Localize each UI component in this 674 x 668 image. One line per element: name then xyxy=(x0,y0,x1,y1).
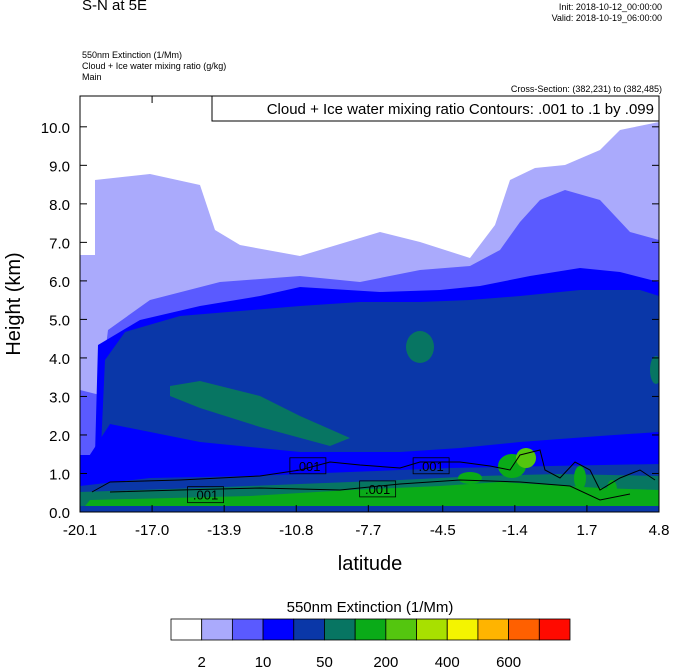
valid-time: Valid: 2018-10-19_06:00:00 xyxy=(551,13,662,23)
colorbar-swatch xyxy=(231,618,264,641)
x-tick-label: -7.7 xyxy=(355,522,381,539)
contour-label-box xyxy=(289,457,327,475)
field-blob-level-7 xyxy=(516,448,536,468)
colorbar-swatch xyxy=(201,618,233,641)
colorbar-label: 50 xyxy=(316,654,333,668)
extinction-fill xyxy=(80,96,659,512)
colorbar-label: 10 xyxy=(255,654,272,668)
y-tick-label: 6.0 xyxy=(49,274,70,291)
y-tick-label: 4.0 xyxy=(49,351,70,368)
x-tick-label: -10.8 xyxy=(279,522,313,539)
y-tick-label: 9.0 xyxy=(49,158,70,175)
contour-label-box xyxy=(359,480,397,498)
x-axis-label: latitude xyxy=(338,553,403,575)
y-tick-label: 1.0 xyxy=(49,466,70,483)
field-blob-level-6 xyxy=(574,466,586,490)
x-tick-label: -20.1 xyxy=(63,522,97,539)
colorbar-swatch xyxy=(446,618,479,641)
x-tick-label: 4.8 xyxy=(649,522,670,539)
colorbar-swatch xyxy=(354,618,387,641)
field-blob-level-6 xyxy=(607,480,617,500)
colorbar-swatch xyxy=(538,618,571,641)
x-tick-label: -17.0 xyxy=(135,522,169,539)
field-blob-level-6 xyxy=(458,472,482,484)
x-tick-label: -13.9 xyxy=(207,522,241,539)
cross-section-label: Cross-Section: (382,231) to (382,485) xyxy=(510,84,662,94)
chart-title: S-N at 5E xyxy=(82,0,148,14)
colorbar-swatch xyxy=(385,618,417,641)
y-tick-label: 7.0 xyxy=(49,235,70,252)
contour-label: .001 xyxy=(295,459,320,474)
colorbar-swatch xyxy=(293,618,325,641)
init-time: Init: 2018-10-12_00:00:00 xyxy=(558,2,662,12)
x-tick-label: -4.5 xyxy=(430,522,456,539)
colorbar-swatch xyxy=(477,618,510,641)
colorbar-swatch xyxy=(324,618,356,641)
colorbar-label: 400 xyxy=(435,654,460,668)
x-tick-label: -1.4 xyxy=(502,522,528,539)
y-axis-label: Height (km) xyxy=(3,252,25,355)
colorbar-title: 550nm Extinction (1/Mm) xyxy=(287,599,454,616)
colorbar-swatch xyxy=(262,618,295,641)
y-tick-label: 0.0 xyxy=(49,505,70,522)
colorbar-swatch xyxy=(508,618,540,641)
y-tick-label: 3.0 xyxy=(49,389,70,406)
y-tick-label: 5.0 xyxy=(49,312,70,329)
field-level-5 xyxy=(170,381,350,446)
colorbar-label: 200 xyxy=(373,654,398,668)
colorbar-swatch xyxy=(170,618,203,641)
contour-info-box xyxy=(211,95,660,122)
contour-label: .001 xyxy=(418,459,443,474)
contour-line xyxy=(109,479,631,501)
field-label-extinction: 550nm Extinction (1/Mm) xyxy=(82,50,183,60)
colorbar-label: 600 xyxy=(496,654,521,668)
contour-label: .001 xyxy=(365,482,390,497)
field-label-domain: Main xyxy=(82,72,102,82)
colorbar-label: 2 xyxy=(198,654,206,668)
field-label-mixing-ratio: Cloud + Ice water mixing ratio (g/kg) xyxy=(82,61,227,71)
field-level-4 xyxy=(80,506,659,512)
field-blob-level-5 xyxy=(650,356,659,384)
contour-info-text: Cloud + Ice water mixing ratio Contours:… xyxy=(267,101,654,118)
contour-label-box xyxy=(187,486,224,504)
contour-label: .001 xyxy=(193,488,218,503)
contour-label-box xyxy=(412,457,450,475)
y-tick-label: 2.0 xyxy=(49,428,70,445)
colorbar-swatch xyxy=(416,618,448,641)
mixing-ratio-contours: .001 .001 .001 .001 xyxy=(91,449,656,504)
contour-line xyxy=(91,449,656,493)
field-blob-level-5 xyxy=(406,331,434,363)
x-tick-label: 1.7 xyxy=(576,522,597,539)
y-tick-label: 10.0 xyxy=(41,120,70,137)
y-tick-label: 8.0 xyxy=(49,197,70,214)
